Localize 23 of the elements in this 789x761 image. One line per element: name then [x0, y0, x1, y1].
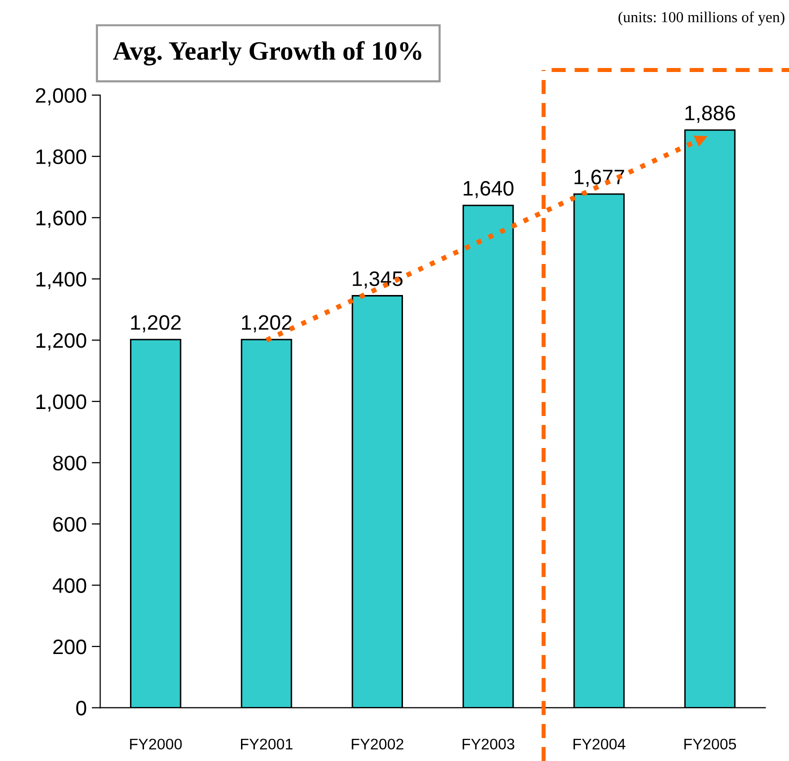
x-tick-label: FY2001 — [240, 738, 292, 750]
y-tick-label: 0 — [76, 700, 86, 716]
x-tick-label: FY2005 — [684, 738, 736, 750]
y-tick-label: 200 — [53, 639, 86, 654]
y-tick-label: 1,600 — [36, 210, 86, 228]
data-label: 1,202 — [242, 315, 292, 332]
x-tick-label: FY2002 — [352, 738, 404, 750]
x-tick-label: FY2000 — [130, 738, 182, 750]
x-tick-label: FY2004 — [574, 738, 626, 750]
data-label: 1,202 — [131, 315, 181, 332]
chart-title: Avg. Yearly Growth of 10% — [113, 41, 422, 66]
text: (units: 100 millions of yen) — [618, 11, 784, 26]
y-tick-label: 1,200 — [36, 333, 86, 350]
y-tick-label: 1,800 — [36, 149, 86, 167]
y-tick-label: 2,000 — [36, 88, 86, 106]
y-tick-label: 800 — [53, 456, 86, 470]
y-tick-label: 1,400 — [36, 272, 86, 290]
y-tick-label: 1,000 — [36, 394, 86, 412]
data-label: 1,886 — [685, 106, 736, 123]
x-tick-label: FY2003 — [462, 738, 514, 750]
y-tick-label: 600 — [53, 516, 86, 532]
data-label: 1,640 — [464, 180, 514, 198]
y-tick-label: 400 — [52, 578, 86, 593]
